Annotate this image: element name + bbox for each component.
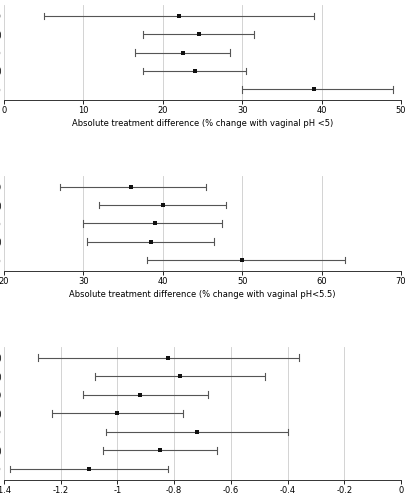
X-axis label: Absolute treatment difference (% change with vaginal pH <5): Absolute treatment difference (% change … — [72, 119, 333, 128]
X-axis label: Absolute treatment difference (% change with vaginal pH<5.5): Absolute treatment difference (% change … — [69, 290, 336, 299]
